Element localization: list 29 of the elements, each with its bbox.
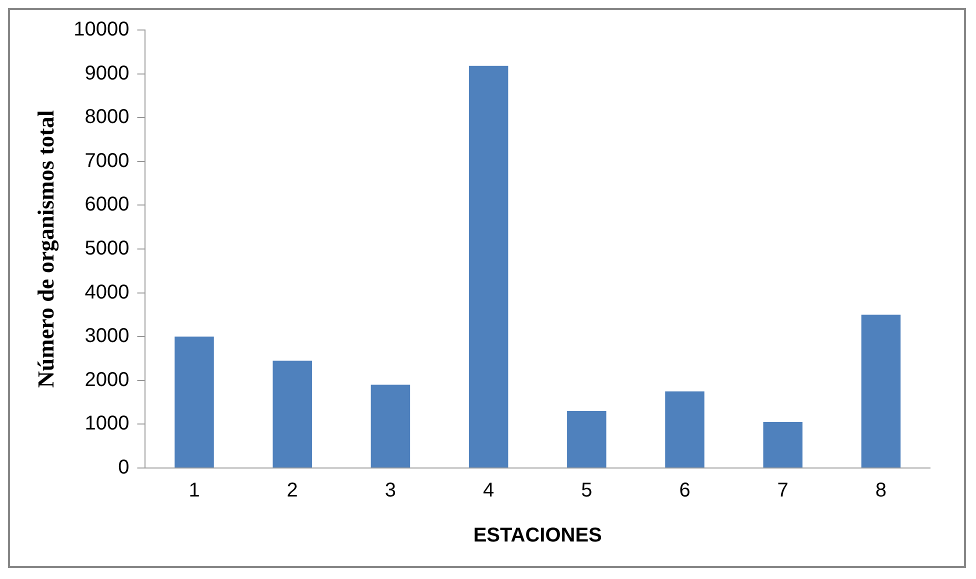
y-tick-label: 7000 (84, 150, 130, 172)
x-tick-label: 2 (286, 480, 298, 502)
x-tick-label: 7 (777, 480, 788, 502)
x-tick-label: 8 (875, 480, 887, 502)
bar (468, 66, 508, 468)
x-tick-label: 5 (581, 480, 592, 502)
y-tick-label: 3000 (84, 325, 130, 348)
x-axis-title: ESTACIONES (473, 524, 602, 547)
bar (665, 391, 704, 468)
y-tick-label: 10000 (74, 18, 130, 41)
y-axis-title: Número de organismos total (34, 110, 60, 388)
bar (272, 360, 312, 468)
x-tick-label: 1 (188, 480, 200, 502)
x-tick-label: 4 (482, 480, 494, 502)
y-tick-label: 1000 (84, 412, 130, 435)
y-tick-label: 6000 (84, 194, 130, 216)
x-tick-label: 3 (384, 480, 396, 502)
x-tick-label: 6 (679, 480, 690, 502)
y-tick-label: 5000 (84, 238, 130, 260)
bar (370, 384, 410, 468)
bar (174, 336, 214, 468)
bar (567, 411, 606, 468)
y-tick-label: 9000 (84, 62, 130, 84)
y-tick-label: 2000 (84, 368, 130, 391)
y-tick-label: 8000 (84, 106, 130, 128)
y-tick-label: 0 (118, 456, 130, 479)
bar (763, 422, 802, 468)
bar (861, 314, 901, 468)
y-tick-label: 4000 (84, 281, 130, 304)
